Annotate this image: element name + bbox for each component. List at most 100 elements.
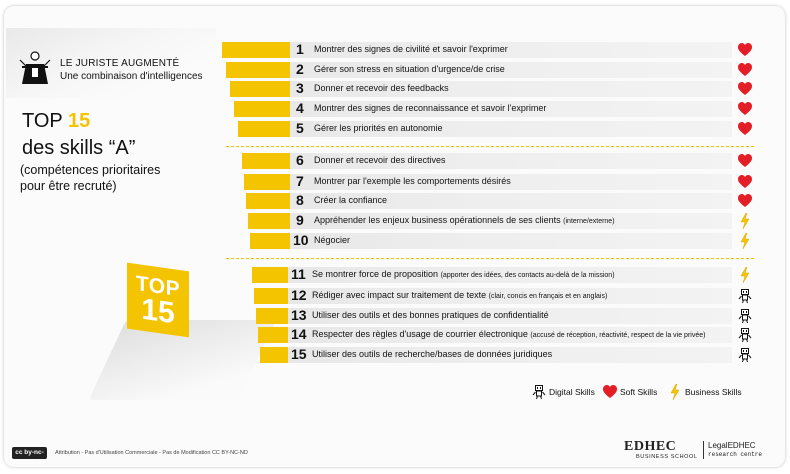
group-separator	[226, 146, 754, 147]
brand-title: LE JURISTE AUGMENTÉ	[60, 58, 180, 69]
skill-row-background	[260, 347, 732, 363]
skill-label-text: Montrer des signes de civilité et savoir…	[314, 44, 508, 54]
heart-icon	[738, 174, 752, 190]
skill-row-background	[258, 327, 732, 343]
skill-row: 8 Créer la confiance	[246, 192, 752, 209]
robot-icon	[738, 308, 752, 324]
centre-subtitle: research centre	[708, 451, 763, 458]
heart-icon	[738, 193, 752, 209]
skill-label-text: Utiliser des outils de recherche/bases d…	[312, 349, 553, 359]
skill-row-background	[244, 174, 732, 190]
skill-row-background	[250, 233, 732, 249]
skill-rank-number: 1	[296, 41, 304, 57]
skill-label: Donner et recevoir des feedbacks	[314, 83, 449, 93]
robot-icon	[738, 347, 752, 363]
skill-row: 1 Montrer des signes de civilité et savoi…	[222, 41, 752, 58]
page-subtitle: (compétences prioritaires pour être recr…	[20, 163, 161, 193]
skill-rank-number: 11	[291, 266, 306, 282]
skill-rank-number: 2	[296, 61, 304, 77]
skill-label-text: Respecter des règles d'usage de courrier…	[312, 329, 528, 339]
skill-label: Utiliser des outils de recherche/bases d…	[312, 349, 552, 359]
skill-label: Gérer les priorités en autonomie	[314, 123, 443, 133]
skill-rank-bar	[258, 327, 288, 343]
robot-icon	[738, 288, 752, 304]
skill-label: Montrer des signes de civilité et savoir…	[314, 44, 508, 54]
skill-rank-number: 5	[296, 120, 304, 136]
lightning-icon	[738, 232, 752, 250]
skill-row-background	[230, 81, 732, 97]
skill-label-text: Gérer les priorités en autonomie	[314, 123, 443, 133]
cc-license-badge: cc by-nc-nd	[12, 447, 47, 468]
skill-row-background	[234, 101, 732, 117]
top15-badge-text: TOP 15	[127, 271, 189, 331]
skill-row-background	[246, 193, 732, 209]
skill-label: Se montrer force de proposition (apporte…	[312, 269, 615, 279]
legend-digital-label: Digital Skills	[549, 387, 595, 397]
skill-label: Donner et recevoir des directives	[314, 155, 446, 165]
skill-row: 15 Utiliser des outils de recherche/bases…	[260, 346, 752, 363]
heart-icon	[603, 384, 617, 400]
skill-row: 5 Gérer les priorités en autonomie	[238, 120, 752, 137]
edhec-logo-sub: BUSINESS SCHOOL	[636, 454, 698, 460]
skill-row-background	[256, 308, 732, 324]
skill-rank-bar	[230, 81, 290, 97]
jurist-figure-icon	[19, 51, 51, 84]
skill-label: Rédiger avec impact sur traitement de te…	[312, 290, 607, 300]
skill-row-background	[238, 121, 732, 137]
skill-rank-bar	[250, 233, 290, 249]
skill-label: Utiliser des outils et des bonnes pratiq…	[312, 310, 549, 320]
skill-rank-number: 13	[291, 307, 307, 323]
skill-row-background	[222, 42, 732, 58]
skill-row-background	[254, 288, 732, 304]
skill-rank-bar	[246, 193, 290, 209]
skill-row: 12 Rédiger avec impact sur traitement de …	[254, 287, 752, 304]
skill-row-background	[248, 213, 732, 229]
skill-label-text: Créer la confiance	[314, 195, 388, 205]
logo-divider	[703, 441, 704, 459]
skill-label: Gérer son stress en situation d'urgence/…	[314, 64, 505, 74]
skill-row: 6 Donner et recevoir des directives	[242, 152, 752, 169]
skill-rank-bar	[248, 213, 290, 229]
skill-label-text: Montrer par l'exemple les comportements …	[314, 176, 511, 186]
skill-rank-number: 8	[296, 192, 304, 208]
title-prefix: TOP	[22, 110, 68, 132]
skill-rank-bar	[254, 288, 288, 304]
skill-label-text: Appréhender les enjeux business opératio…	[314, 215, 561, 225]
skill-label-text: Négocier	[314, 235, 351, 245]
centre-title: LegalEDHEC	[708, 441, 756, 450]
skill-row-background	[226, 62, 732, 78]
lightning-icon	[668, 383, 682, 401]
header-shade	[6, 28, 216, 98]
skill-row: 10 Négocier	[250, 232, 750, 250]
skill-rank-number: 14	[291, 326, 307, 342]
skill-rank-number: 6	[296, 152, 304, 168]
skill-rank-bar	[260, 347, 288, 363]
page-title: TOP 15	[22, 110, 90, 133]
skill-label: Appréhender les enjeux business opératio…	[314, 215, 615, 225]
skill-row-background	[242, 153, 732, 169]
skill-label-text: Donner et recevoir des feedbacks	[314, 83, 449, 93]
skill-rank-bar	[234, 101, 290, 117]
brand-subtitle: Une combinaison d'intelligences	[60, 71, 203, 82]
skill-row: 14 Respecter des règles d'usage de courri…	[258, 326, 752, 343]
skill-note: (interne/externe)	[563, 218, 615, 225]
skill-rank-number: 12	[291, 287, 307, 303]
skill-rank-bar	[238, 121, 290, 137]
skill-label-text: Gérer son stress en situation d'urgence/…	[314, 64, 505, 74]
heart-icon	[738, 153, 752, 169]
skill-row-background	[252, 267, 732, 283]
skill-rank-number: 3	[296, 80, 304, 96]
edhec-logo: EDHEC	[624, 439, 677, 454]
skill-rank-number: 10	[293, 232, 309, 248]
skill-label-text: Donner et recevoir des directives	[314, 155, 446, 165]
skill-rank-bar	[222, 42, 290, 58]
skill-label: Montrer des signes de reconnaissance et …	[314, 103, 546, 113]
robot-icon	[532, 384, 546, 400]
skill-rank-bar	[256, 308, 288, 324]
skill-rank-bar	[252, 267, 288, 283]
skill-rank-number: 15	[291, 346, 307, 362]
license-text: Attribution - Pas d'Utilisation Commerci…	[55, 450, 248, 456]
skill-label-text: Se montrer force de proposition	[312, 269, 439, 279]
heart-icon	[738, 81, 752, 97]
